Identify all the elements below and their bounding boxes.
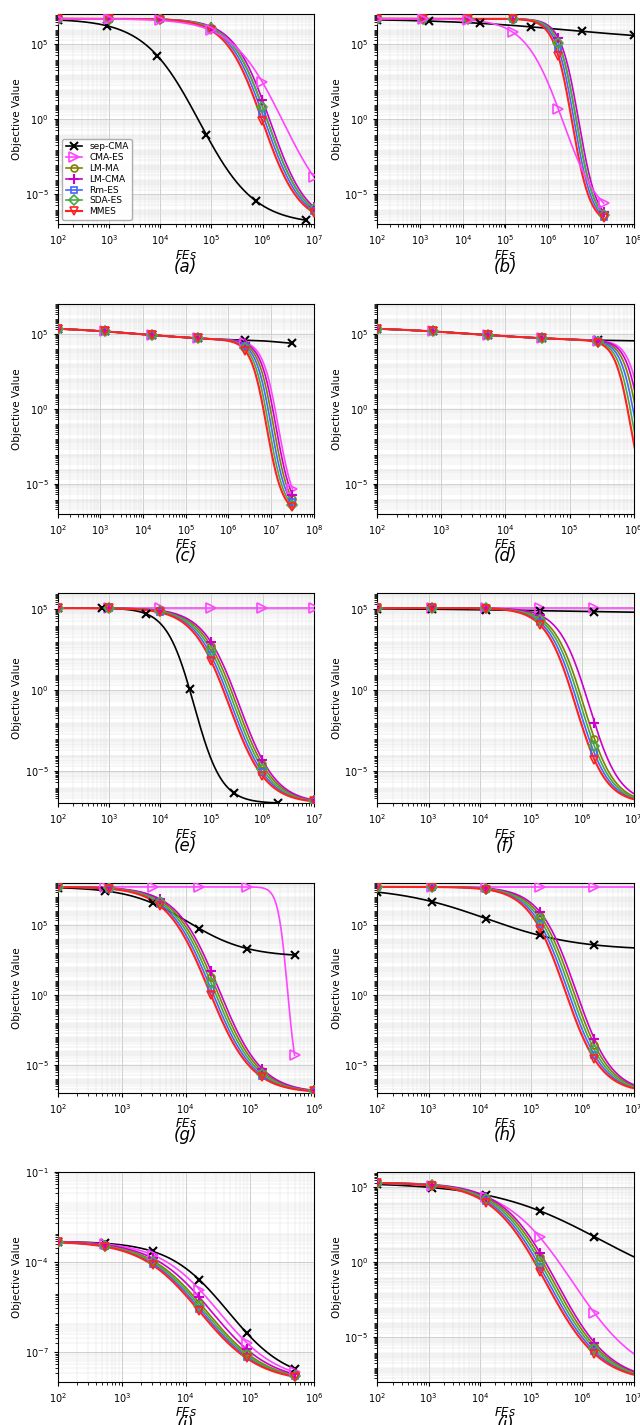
X-axis label: $FEs$: $FEs$ [495, 539, 516, 551]
X-axis label: $FEs$: $FEs$ [175, 539, 196, 551]
Text: (g): (g) [174, 1126, 198, 1144]
X-axis label: $FEs$: $FEs$ [175, 1117, 196, 1130]
Y-axis label: Objective Value: Objective Value [12, 657, 22, 740]
X-axis label: $FEs$: $FEs$ [495, 1406, 516, 1419]
Text: (d): (d) [493, 547, 517, 566]
X-axis label: $FEs$: $FEs$ [175, 248, 196, 262]
X-axis label: $FEs$: $FEs$ [175, 1406, 196, 1419]
Y-axis label: Objective Value: Objective Value [12, 946, 22, 1029]
Text: (j): (j) [497, 1416, 515, 1425]
Text: (e): (e) [174, 836, 197, 855]
Text: (f): (f) [496, 836, 515, 855]
Y-axis label: Objective Value: Objective Value [12, 368, 22, 450]
Text: (b): (b) [493, 258, 517, 276]
X-axis label: $FEs$: $FEs$ [495, 828, 516, 841]
X-axis label: $FEs$: $FEs$ [495, 1117, 516, 1130]
Y-axis label: Objective Value: Objective Value [332, 1237, 342, 1318]
Y-axis label: Objective Value: Objective Value [332, 657, 342, 740]
Y-axis label: Objective Value: Objective Value [332, 946, 342, 1029]
Y-axis label: Objective Value: Objective Value [332, 78, 342, 160]
Legend: sep-CMA, CMA-ES, LM-MA, LM-CMA, Rm-ES, SDA-ES, MMES: sep-CMA, CMA-ES, LM-MA, LM-CMA, Rm-ES, S… [62, 138, 132, 219]
Text: (h): (h) [493, 1126, 517, 1144]
Y-axis label: Objective Value: Objective Value [332, 368, 342, 450]
Y-axis label: Objective Value: Objective Value [12, 1237, 22, 1318]
Y-axis label: Objective Value: Objective Value [12, 78, 22, 160]
X-axis label: $FEs$: $FEs$ [175, 828, 196, 841]
Text: (a): (a) [174, 258, 197, 276]
Text: (c): (c) [175, 547, 196, 566]
X-axis label: $FEs$: $FEs$ [495, 248, 516, 262]
Text: (i): (i) [177, 1416, 195, 1425]
